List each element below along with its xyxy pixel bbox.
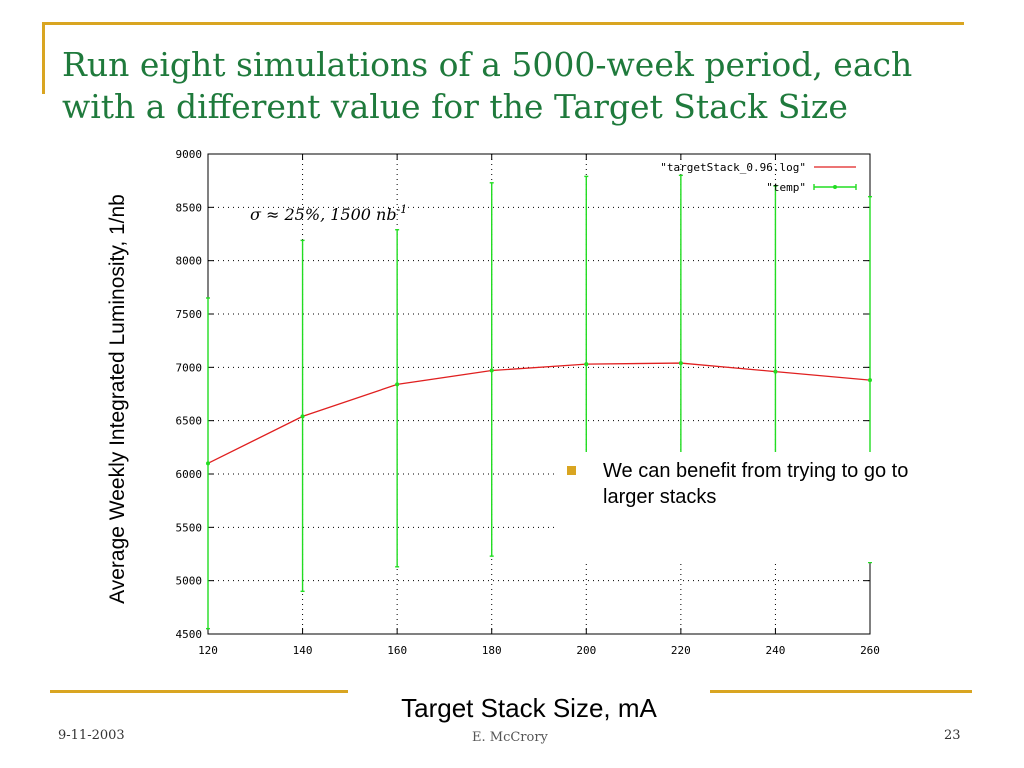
x-axis-title: Target Stack Size, mA: [350, 688, 708, 728]
footer-accent-right: [710, 690, 972, 693]
y-tick-label: 7000: [176, 361, 203, 374]
y-tick-label: 8000: [176, 255, 203, 268]
footer-accent-left: [50, 690, 348, 693]
x-tick-label: 240: [765, 644, 785, 657]
y-tick-label: 4500: [176, 628, 203, 641]
y-axis-title-wrap: Average Weekly Integrated Luminosity, 1/…: [100, 148, 136, 650]
bullet-callout: We can benefit from trying to go to larg…: [555, 452, 940, 562]
x-tick-label: 160: [387, 644, 407, 657]
title-accent-vertical: [42, 22, 45, 94]
data-point: [678, 361, 683, 366]
data-point: [868, 378, 872, 383]
y-tick-label: 5000: [176, 575, 203, 588]
x-tick-label: 260: [860, 644, 880, 657]
y-tick-label: 6000: [176, 468, 203, 481]
data-point: [584, 362, 589, 367]
data-point: [489, 368, 494, 373]
y-tick-label: 5500: [176, 521, 203, 534]
slide-title: Run eight simulations of a 5000-week per…: [62, 45, 913, 126]
y-tick-label: 9000: [176, 148, 203, 161]
sigma-annotation: σ ≈ 25%, 1500 nb-1: [250, 203, 407, 224]
y-tick-label: 6500: [176, 415, 203, 428]
data-point: [300, 414, 305, 419]
x-tick-label: 180: [482, 644, 502, 657]
plot-frame: [207, 153, 871, 635]
page-number: 23: [944, 728, 961, 743]
y-axis-title: Average Weekly Integrated Luminosity, 1/…: [106, 194, 129, 604]
y-tick-label: 8500: [176, 201, 203, 214]
data-point: [395, 382, 400, 387]
x-tick-label: 200: [576, 644, 596, 657]
legend-swatch-point: [833, 185, 837, 189]
title-accent-horizontal: [42, 22, 964, 25]
luminosity-chart: 4500 5000 5500 6000 6500 7000 7500 8000 8500 9000…: [176, 148, 880, 657]
y-tick-label: 7500: [176, 308, 203, 321]
x-tick-label: 120: [198, 644, 218, 657]
sigma-annotation-superscript: -1: [397, 203, 408, 216]
legend-label-targetstack: "targetStack_0.96.log": [660, 161, 806, 174]
line-series-targetstack: [207, 362, 871, 464]
x-tick-label: 140: [293, 644, 313, 657]
bullet-text: We can benefit from trying to go to larg…: [603, 460, 909, 508]
legend-label-temp: "temp": [766, 181, 806, 194]
footer-author: E. McCrory: [472, 730, 548, 745]
x-tick-label: 220: [671, 644, 691, 657]
data-point: [773, 369, 778, 374]
bullet-square-icon: [567, 466, 576, 475]
footer-date: 9-11-2003: [58, 728, 125, 743]
data-point: [206, 461, 210, 466]
